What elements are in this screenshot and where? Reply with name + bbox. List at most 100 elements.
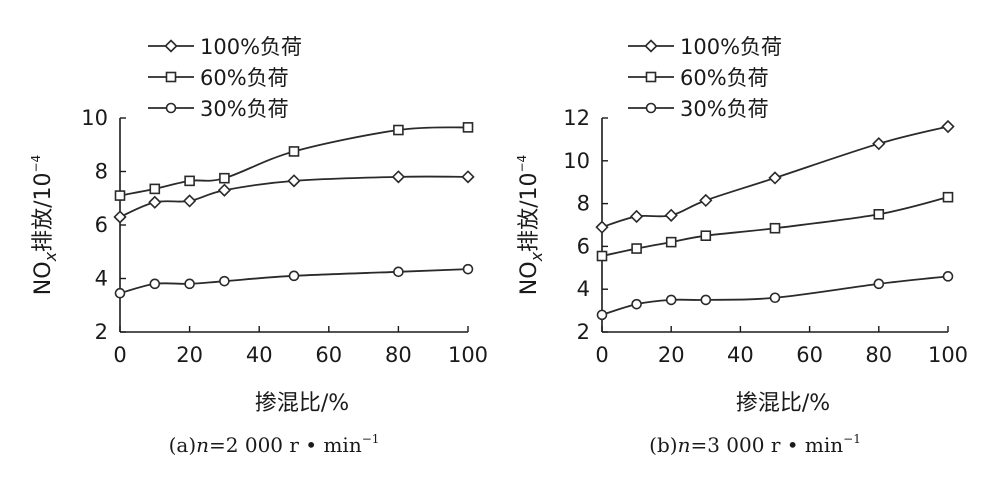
caption-prefix: (b) xyxy=(649,433,677,457)
x-axis-title: 掺混比/% xyxy=(736,391,830,416)
legend-label: 100%负荷 xyxy=(680,35,782,59)
caption-sup: −1 xyxy=(843,432,861,446)
data-point xyxy=(114,287,126,299)
data-point xyxy=(149,278,161,290)
data-point xyxy=(182,194,197,208)
data-point xyxy=(629,209,644,224)
legend-item: 30%负荷 xyxy=(148,97,289,121)
legend-item: 100%负荷 xyxy=(148,35,302,59)
series-diamond xyxy=(113,170,475,224)
x-tick-label: 60 xyxy=(796,343,823,367)
data-point xyxy=(872,137,886,151)
x-tick-label: 0 xyxy=(595,343,608,367)
y-tick-label: 10 xyxy=(81,106,108,130)
caption-value: =2 000 r • min xyxy=(209,433,362,457)
data-point xyxy=(149,183,161,195)
panel-caption: (b)n=3 000 r • min−1 xyxy=(649,432,861,457)
legend-label: 30%负荷 xyxy=(200,97,289,121)
data-point xyxy=(219,172,230,184)
legend-label: 60%负荷 xyxy=(200,66,289,90)
panel-caption: (a)n=2 000 r • min−1 xyxy=(169,432,380,457)
data-point xyxy=(113,210,127,224)
data-point xyxy=(769,292,781,304)
data-point xyxy=(769,222,781,234)
series-circle xyxy=(596,271,954,321)
legend-marker xyxy=(644,39,658,53)
data-point xyxy=(768,171,782,185)
y-axis-title-sub: x xyxy=(527,251,546,262)
data-point xyxy=(393,124,404,136)
data-point xyxy=(219,275,230,287)
series-square xyxy=(596,191,954,262)
y-axis-title-rest: 排放/10 xyxy=(31,173,56,252)
y-tick-label: 4 xyxy=(95,267,108,291)
y-tick-label: 2 xyxy=(95,320,108,344)
x-tick-label: 60 xyxy=(315,343,342,367)
data-point xyxy=(288,146,300,157)
data-point xyxy=(665,236,677,248)
data-point xyxy=(631,298,642,310)
caption-var: n xyxy=(196,433,209,457)
legend-item: 60%负荷 xyxy=(148,66,289,90)
data-point xyxy=(393,266,404,278)
y-axis-title-rest: 排放/10 xyxy=(517,173,542,252)
y-tick-label: 2 xyxy=(577,320,590,344)
y-tick-label: 8 xyxy=(577,192,590,216)
data-point xyxy=(391,170,406,184)
data-point xyxy=(942,271,954,282)
legend-marker xyxy=(645,102,657,114)
x-tick-label: 40 xyxy=(727,343,754,367)
data-point xyxy=(699,193,713,208)
y-tick-label: 8 xyxy=(95,160,108,184)
x-tick-label: 100 xyxy=(928,343,968,367)
data-point xyxy=(664,208,678,223)
data-point xyxy=(631,243,642,254)
data-point xyxy=(287,174,301,188)
legend-marker xyxy=(165,102,177,114)
data-point xyxy=(461,170,475,184)
caption-prefix: (a) xyxy=(169,433,197,457)
data-point xyxy=(217,183,232,197)
data-point xyxy=(665,294,677,306)
caption-sup: −1 xyxy=(362,432,380,446)
legend-label: 100%负荷 xyxy=(200,35,302,59)
x-tick-label: 80 xyxy=(865,343,892,367)
y-tick-label: 6 xyxy=(95,213,108,237)
legend-item: 60%负荷 xyxy=(628,66,769,90)
x-tick-label: 80 xyxy=(385,343,412,367)
x-tick-label: 100 xyxy=(448,343,488,367)
legend-marker xyxy=(164,39,178,53)
caption-value: =3 000 r • min xyxy=(690,433,843,457)
series-diamond xyxy=(595,119,955,234)
y-tick-label: 4 xyxy=(577,277,590,301)
legend-label: 60%负荷 xyxy=(680,66,769,90)
y-axis-title-main: NO xyxy=(517,261,542,295)
data-point xyxy=(700,230,712,241)
data-point xyxy=(873,278,885,290)
data-point xyxy=(700,294,712,306)
y-axis-title-sub: x xyxy=(41,251,60,262)
y-tick-label: 6 xyxy=(577,234,590,258)
x-tick-label: 40 xyxy=(246,343,273,367)
y-axis-title-sup: −4 xyxy=(515,155,529,173)
y-axis-title-sup: −4 xyxy=(29,155,43,173)
data-point xyxy=(595,220,609,234)
x-tick-label: 20 xyxy=(176,343,203,367)
data-point xyxy=(596,309,608,321)
x-tick-label: 0 xyxy=(113,343,126,367)
panel-b: 2 4 6 8 10 12 0 20 40 60 80 100 掺混比/% NOx排放/10−4 100%负… xyxy=(515,35,968,457)
y-axis-title: NOx排放/10−4 xyxy=(515,155,546,295)
data-point xyxy=(184,175,195,187)
data-point xyxy=(148,195,162,209)
legend-label: 30%负荷 xyxy=(680,97,769,121)
series-circle xyxy=(114,263,474,299)
legend-item: 100%负荷 xyxy=(628,35,782,59)
legend-marker xyxy=(645,71,657,83)
data-point xyxy=(462,122,474,133)
data-point xyxy=(941,119,955,134)
data-point xyxy=(462,263,474,275)
data-point xyxy=(184,278,195,290)
y-axis-title: NOx排放/10−4 xyxy=(29,155,60,295)
